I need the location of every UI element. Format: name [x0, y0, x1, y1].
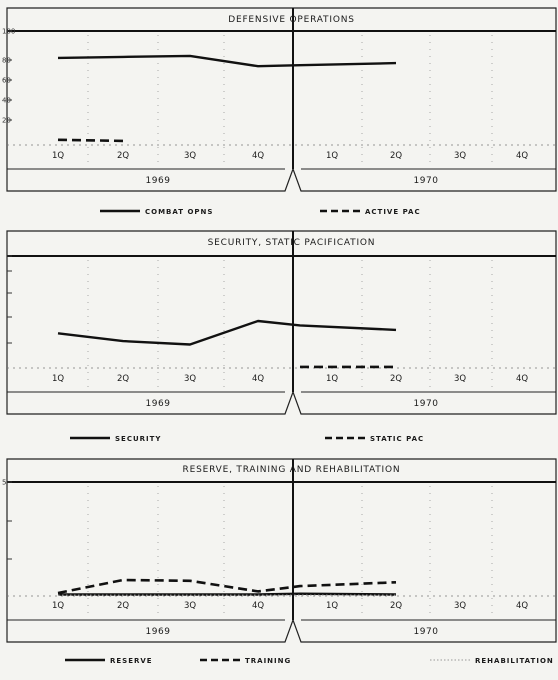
x-tick-label: 1Q: [326, 601, 338, 611]
year-label: 1970: [414, 399, 439, 409]
y-tick-label: 20: [2, 117, 11, 125]
x-tick-label: 3Q: [454, 601, 466, 611]
x-tick-label: 3Q: [454, 151, 466, 161]
legend-label: SECURITY: [115, 435, 161, 443]
x-tick-label: 3Q: [454, 374, 466, 384]
x-tick-label: 1Q: [52, 601, 64, 611]
x-tick-label: 2Q: [390, 374, 402, 384]
x-tick-label: 3Q: [184, 601, 196, 611]
panel-frame: [6, 7, 557, 192]
x-tick-label: 4Q: [516, 601, 528, 611]
chart-title: SECURITY, STATIC PACIFICATION: [208, 238, 376, 248]
legend-label: COMBAT OPNS: [145, 208, 213, 216]
series-line-reserve: [58, 592, 397, 596]
series-line-active-pac: [57, 138, 124, 143]
year-label: 1969: [146, 627, 171, 637]
y-tick-label: 40: [2, 97, 11, 105]
chart-panel-2: SECURITY, STATIC PACIFICATION 1Q 2Q 3Q 4Q 1Q 2…: [6, 230, 557, 443]
x-tick-label: 4Q: [516, 374, 528, 384]
x-tick-label: 4Q: [252, 151, 264, 161]
x-tick-label: 4Q: [252, 601, 264, 611]
x-tick-label: 3Q: [184, 151, 196, 161]
y-tick-label: 60: [2, 77, 11, 85]
x-tick-label: 1Q: [326, 374, 338, 384]
y-tick-label: 5: [2, 479, 6, 487]
x-tick-label: 1Q: [52, 151, 64, 161]
legend-label: STATIC PAC: [370, 435, 424, 443]
year-label: 1969: [146, 176, 171, 186]
x-tick-label: 2Q: [390, 601, 402, 611]
chart-title: RESERVE, TRAINING AND REHABILITATION: [183, 465, 401, 475]
year-label: 1970: [414, 176, 439, 186]
series-line-combat-opns: [57, 54, 397, 68]
legend-label: TRAINING: [245, 657, 291, 665]
x-tick-label: 2Q: [117, 601, 129, 611]
x-tick-label: 2Q: [390, 151, 402, 161]
year-label: 1969: [146, 399, 171, 409]
series-line-security: [57, 319, 397, 346]
x-tick-label: 4Q: [252, 374, 264, 384]
chart-panel-3: RESERVE, TRAINING AND REHABILITATION 5 1Q 2…: [2, 458, 557, 665]
legend-label: REHABILITATION: [475, 657, 554, 665]
y-tick-label: 80: [2, 57, 11, 65]
chart-panel-1: DEFENSIVE OPERATIONS 20 40 60 80 100 1Q 2Q 3Q 4Q 1…: [2, 7, 557, 216]
x-tick-label: 3Q: [184, 374, 196, 384]
y-tick-label: 100: [2, 28, 15, 36]
legend-label: ACTIVE PAC: [365, 208, 421, 216]
year-label: 1970: [414, 627, 439, 637]
legend-label: RESERVE: [110, 657, 153, 665]
x-tick-label: 1Q: [326, 151, 338, 161]
x-tick-label: 4Q: [516, 151, 528, 161]
chart-title: DEFENSIVE OPERATIONS: [228, 15, 355, 25]
panel-frame: [6, 458, 557, 643]
x-tick-label: 1Q: [52, 374, 64, 384]
series-line-training: [57, 578, 397, 595]
x-tick-label: 2Q: [117, 151, 129, 161]
panel-frame: [6, 230, 557, 415]
x-tick-label: 2Q: [117, 374, 129, 384]
